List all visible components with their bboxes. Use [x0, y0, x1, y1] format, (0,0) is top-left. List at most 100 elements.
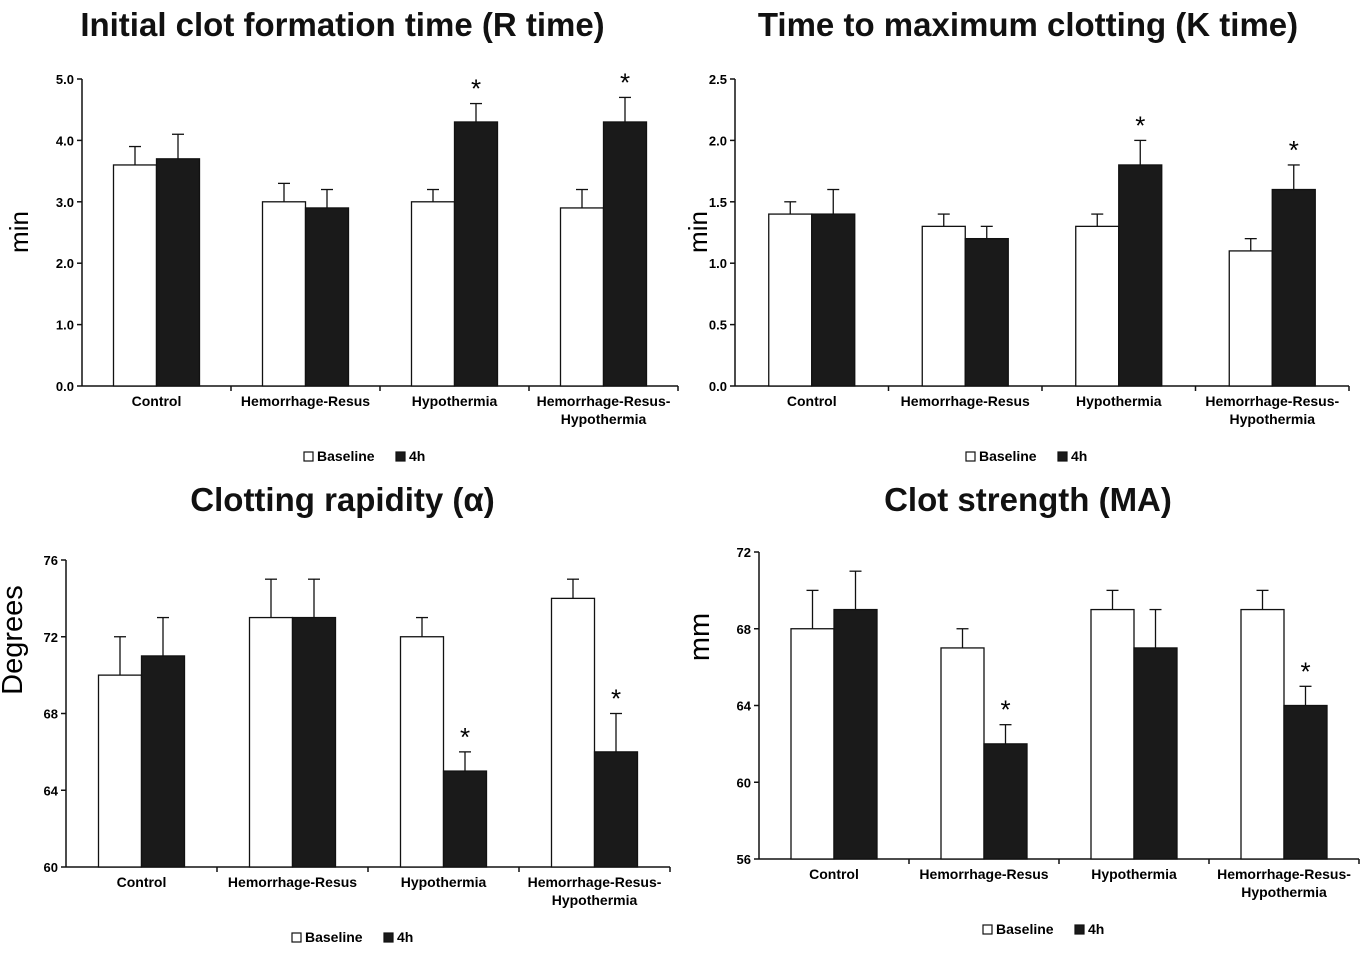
bar-4h: [291, 616, 337, 868]
y-tick-label: 1.5: [709, 195, 727, 210]
legend: Baseline 4h: [982, 921, 1104, 937]
panel-k-time: Time to maximum clotting (K time) 0.0 0.5…: [683, 0, 1371, 475]
x-tick-label: Hypothermia: [1241, 884, 1327, 900]
x-tick-label: Control: [117, 874, 167, 890]
y-tick-label: 60: [737, 775, 751, 790]
legend-label-4h: 4h: [1071, 448, 1087, 464]
x-tick-label: Hemorrhage-Resus-: [528, 874, 662, 890]
legend-label-baseline: Baseline: [305, 929, 363, 945]
bar-4h: [811, 213, 856, 387]
significance-marker: *: [620, 67, 630, 97]
x-tick-label: Hemorrhage-Resus: [901, 393, 1030, 409]
bar-baseline: [1240, 608, 1285, 860]
bar-baseline: [97, 674, 143, 868]
y-tick-label: 1.0: [56, 318, 74, 333]
x-tick-label: Hemorrhage-Resus-: [537, 393, 671, 409]
x-tick-label: Hypothermia: [1229, 411, 1315, 427]
bar-4h: [1118, 164, 1163, 387]
legend-label-4h: 4h: [1088, 921, 1104, 937]
x-tick-label: Hypothermia: [401, 874, 487, 890]
x-tick-label: Hypothermia: [1091, 866, 1177, 882]
bar-baseline: [1228, 250, 1273, 387]
y-tick-label: 4.0: [56, 133, 74, 148]
panel-alpha: Clotting rapidity (α) 60 64 68 72 76 Degrees C…: [0, 475, 685, 949]
panel-ma: Clot strength (MA) 56 60 64 68 72 mm Control * H…: [684, 475, 1371, 949]
r-time-bar-chart: 0.0 1.0 2.0 3.0 4.0 5.0 min Control Hemorrhage-R…: [4, 67, 679, 464]
bar-baseline: [921, 225, 966, 387]
bar-baseline: [261, 201, 307, 387]
bar-4h: [602, 121, 648, 387]
legend-swatch-4h: [1074, 924, 1085, 935]
panel-r-time: Initial clot formation time (R time) 0.0…: [0, 0, 685, 475]
legend-label-baseline: Baseline: [979, 448, 1037, 464]
legend-swatch-baseline: [291, 932, 302, 943]
y-tick-label: 72: [44, 630, 58, 645]
legend: Baseline 4h: [965, 448, 1087, 464]
bar-baseline: [559, 207, 605, 387]
significance-marker: *: [1135, 110, 1145, 140]
x-tick-label: Hemorrhage-Resus: [228, 874, 357, 890]
x-tick-label: Hemorrhage-Resus-: [1205, 393, 1339, 409]
x-tick-label: Hypothermia: [552, 892, 638, 908]
y-tick-label: 68: [44, 707, 58, 722]
y-tick-label: 64: [737, 699, 752, 714]
bar-4h: [1133, 647, 1178, 860]
x-tick-label: Control: [132, 393, 182, 409]
y-tick-label: 76: [44, 553, 58, 568]
bar-baseline: [1075, 225, 1120, 387]
y-tick-label: 1.0: [709, 256, 727, 271]
legend-swatch-4h: [383, 932, 394, 943]
legend-label-4h: 4h: [409, 448, 425, 464]
x-tick-label: Hemorrhage-Resus: [919, 866, 1048, 882]
y-tick-label: 60: [44, 860, 58, 875]
legend-swatch-baseline: [303, 451, 314, 462]
y-axis-label: mm: [685, 613, 716, 661]
legend: Baseline 4h: [303, 448, 425, 464]
bar-baseline: [1090, 608, 1135, 860]
bar-4h: [1271, 188, 1316, 387]
bar-baseline: [940, 647, 985, 860]
bar-baseline: [399, 636, 445, 868]
x-tick-label: Control: [809, 866, 859, 882]
legend-label-baseline: Baseline: [996, 921, 1054, 937]
y-tick-label: 3.0: [56, 195, 74, 210]
chart-title: Clot strength (MA): [884, 481, 1172, 518]
legend-swatch-4h: [1057, 451, 1068, 462]
legend-label-4h: 4h: [397, 929, 413, 945]
y-tick-label: 64: [44, 783, 59, 798]
y-tick-label: 2.0: [709, 133, 727, 148]
bar-baseline: [248, 616, 294, 868]
y-axis-label: Degrees: [0, 585, 29, 695]
bar-baseline: [410, 201, 456, 387]
bar-baseline: [550, 597, 596, 868]
bar-baseline: [112, 164, 158, 387]
k-time-bar-chart: 0.0 0.5 1.0 1.5 2.0 2.5 min Control Hemorrhage-R…: [683, 72, 1350, 464]
significance-marker: *: [1000, 695, 1010, 725]
y-tick-label: 2.5: [709, 72, 727, 87]
significance-marker: *: [460, 722, 470, 752]
bar-4h: [155, 158, 201, 387]
bar-baseline: [790, 628, 835, 860]
ma-bar-chart: 56 60 64 68 72 mm Control * Hemorrhage-Resus Hypo…: [684, 545, 1360, 937]
bar-4h: [833, 608, 878, 860]
chart-title: Clotting rapidity (α): [190, 481, 495, 518]
legend-swatch-4h: [395, 451, 406, 462]
legend-label-baseline: Baseline: [317, 448, 375, 464]
significance-marker: *: [1289, 135, 1299, 165]
bar-4h: [453, 121, 499, 387]
y-axis-label: min: [4, 211, 34, 253]
legend-swatch-baseline: [982, 924, 993, 935]
y-axis-label: min: [685, 211, 713, 253]
y-tick-label: 56: [737, 852, 751, 867]
y-tick-label: 2.0: [56, 256, 74, 271]
legend-swatch-baseline: [965, 451, 976, 462]
y-tick-label: 72: [737, 545, 751, 560]
y-tick-label: 5.0: [56, 72, 74, 87]
y-tick-label: 0.0: [56, 379, 74, 394]
significance-marker: *: [471, 74, 481, 104]
bar-4h: [593, 751, 639, 868]
chart-title: Time to maximum clotting (K time): [757, 6, 1299, 43]
x-tick-label: Hypothermia: [412, 393, 498, 409]
x-tick-label: Hypothermia: [1076, 393, 1162, 409]
x-tick-label: Hypothermia: [561, 411, 647, 427]
